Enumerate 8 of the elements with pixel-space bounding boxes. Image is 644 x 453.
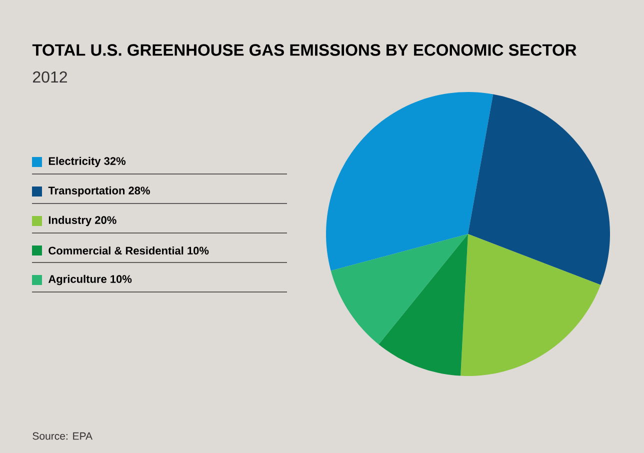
chart-subtitle: 2012 — [33, 71, 67, 83]
source-note: Source: EPA — [32, 432, 92, 440]
legend-label: Agriculture 10% — [48, 274, 132, 286]
legend-label: Transportation 28% — [48, 186, 150, 197]
chart-title: TOTAL U.S. GREENHOUSE GAS EMISSIONS BY ECONOMIC SECTOR — [32, 44, 576, 56]
legend-label: Electricity 32% — [48, 156, 126, 168]
legend-label: Commercial & Residential 10% — [48, 246, 209, 255]
legend-label: Industry 20% — [48, 216, 116, 226]
